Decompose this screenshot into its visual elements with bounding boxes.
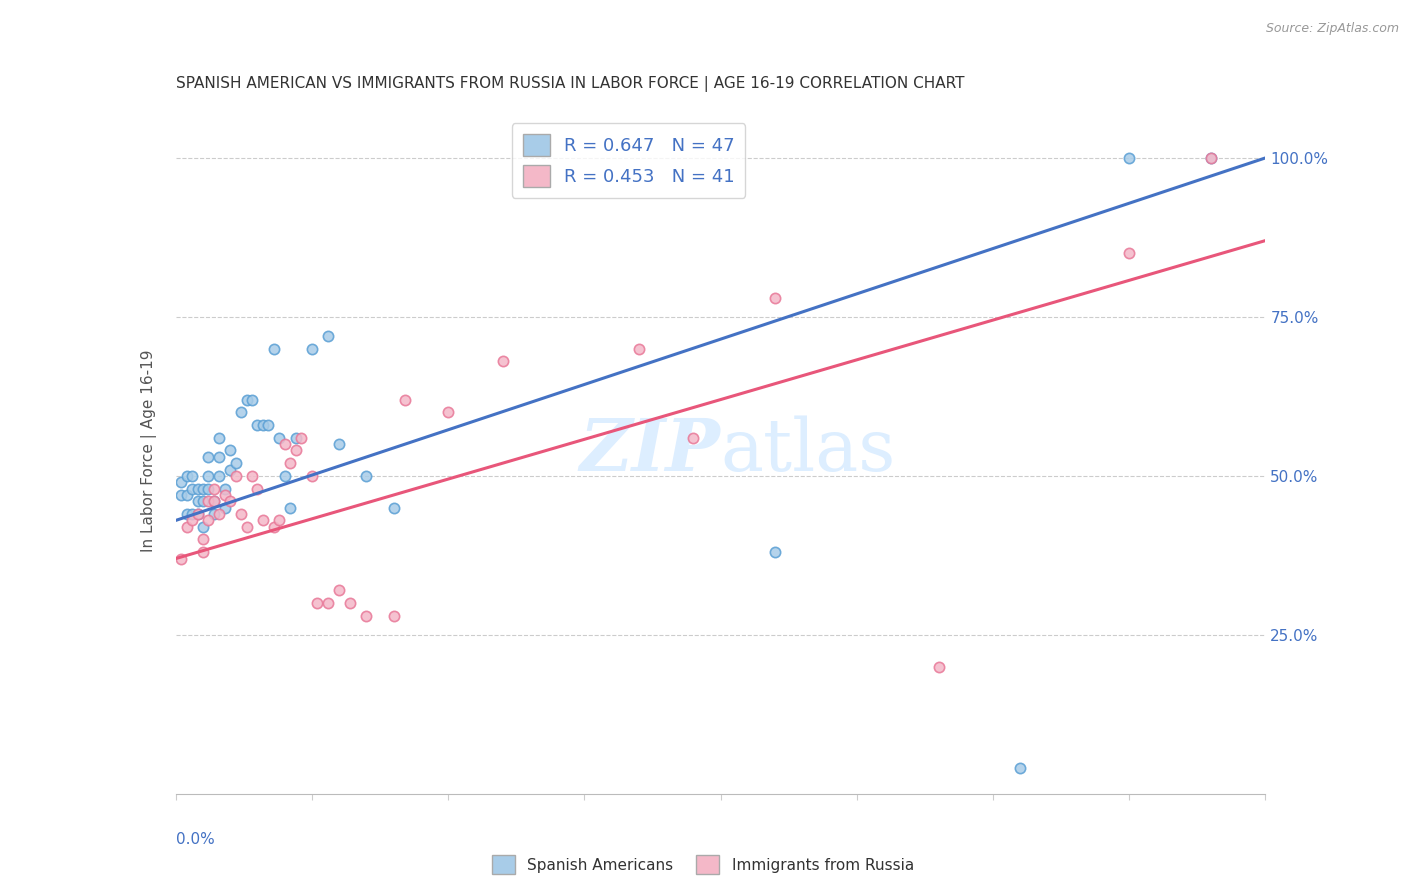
Point (208, 431, 231, 445)
Point (181, 469, 204, 483)
Point (307, 596, 329, 610)
Point (191, 545, 214, 559)
Point (356, 469, 378, 483)
Point (197, 513, 219, 527)
Point (208, 469, 231, 483)
Point (682, 431, 704, 445)
Point (339, 596, 361, 610)
Point (492, 354, 515, 368)
Point (197, 469, 219, 483)
Point (274, 437, 297, 451)
Point (1118, 151, 1140, 165)
Point (170, 488, 193, 502)
Point (382, 500, 405, 515)
Point (219, 462, 242, 476)
Point (186, 507, 209, 521)
Point (181, 507, 204, 521)
Point (191, 533, 214, 547)
Point (437, 405, 460, 419)
Point (191, 494, 214, 508)
Point (225, 469, 247, 483)
Point (1199, 151, 1222, 165)
Point (170, 551, 193, 566)
Point (763, 545, 786, 559)
Point (208, 450, 231, 464)
Point (627, 342, 650, 356)
Point (176, 488, 198, 502)
Point (284, 443, 307, 458)
Legend: R = 0.647   N = 47, R = 0.453   N = 41: R = 0.647 N = 47, R = 0.453 N = 41 (512, 123, 745, 198)
Point (176, 469, 198, 483)
Point (202, 494, 225, 508)
Point (382, 608, 405, 623)
Point (328, 583, 350, 598)
Text: SPANISH AMERICAN VS IMMIGRANTS FROM RUSSIA IN LABOR FORCE | AGE 16-19 CORRELATIO: SPANISH AMERICAN VS IMMIGRANTS FROM RUSS… (176, 76, 965, 92)
Point (240, 392, 263, 407)
Text: ZIP: ZIP (579, 415, 721, 486)
Point (202, 494, 225, 508)
Point (208, 507, 231, 521)
Text: 0.0%: 0.0% (176, 831, 215, 847)
Point (269, 431, 291, 445)
Point (328, 437, 350, 451)
Point (278, 500, 301, 515)
Point (214, 482, 236, 496)
Point (240, 469, 263, 483)
Point (197, 450, 219, 464)
Point (252, 513, 274, 527)
Point (219, 443, 242, 458)
Point (231, 507, 253, 521)
Point (246, 482, 269, 496)
Point (290, 431, 312, 445)
Point (235, 392, 257, 407)
Point (1118, 246, 1140, 260)
Point (181, 513, 204, 527)
Point (186, 494, 209, 508)
Point (274, 469, 297, 483)
Point (252, 417, 274, 432)
Point (284, 431, 307, 445)
Point (928, 659, 950, 673)
Point (197, 494, 219, 508)
Point (191, 520, 214, 534)
Point (356, 608, 378, 623)
Point (197, 482, 219, 496)
Point (231, 405, 253, 419)
Point (257, 417, 280, 432)
Point (301, 342, 323, 356)
Point (263, 520, 285, 534)
Point (763, 291, 786, 305)
Point (181, 482, 204, 496)
Point (301, 469, 323, 483)
Point (191, 482, 214, 496)
Point (225, 456, 247, 470)
Point (318, 329, 340, 343)
Point (278, 456, 301, 470)
Point (1199, 151, 1222, 165)
Point (202, 507, 225, 521)
Text: Source: ZipAtlas.com: Source: ZipAtlas.com (1265, 22, 1399, 36)
Point (170, 475, 193, 490)
Point (176, 520, 198, 534)
Text: atlas: atlas (721, 415, 896, 486)
Point (219, 494, 242, 508)
Point (202, 482, 225, 496)
Point (318, 596, 340, 610)
Point (186, 482, 209, 496)
Point (214, 488, 236, 502)
Legend: Spanish Americans, Immigrants from Russia: Spanish Americans, Immigrants from Russi… (486, 849, 920, 880)
Point (263, 342, 285, 356)
Point (186, 507, 209, 521)
Point (214, 500, 236, 515)
Point (235, 520, 257, 534)
Point (246, 417, 269, 432)
Point (394, 392, 416, 407)
Point (269, 513, 291, 527)
Y-axis label: In Labor Force | Age 16-19: In Labor Force | Age 16-19 (141, 349, 157, 552)
Point (1010, 761, 1032, 775)
Point (176, 507, 198, 521)
